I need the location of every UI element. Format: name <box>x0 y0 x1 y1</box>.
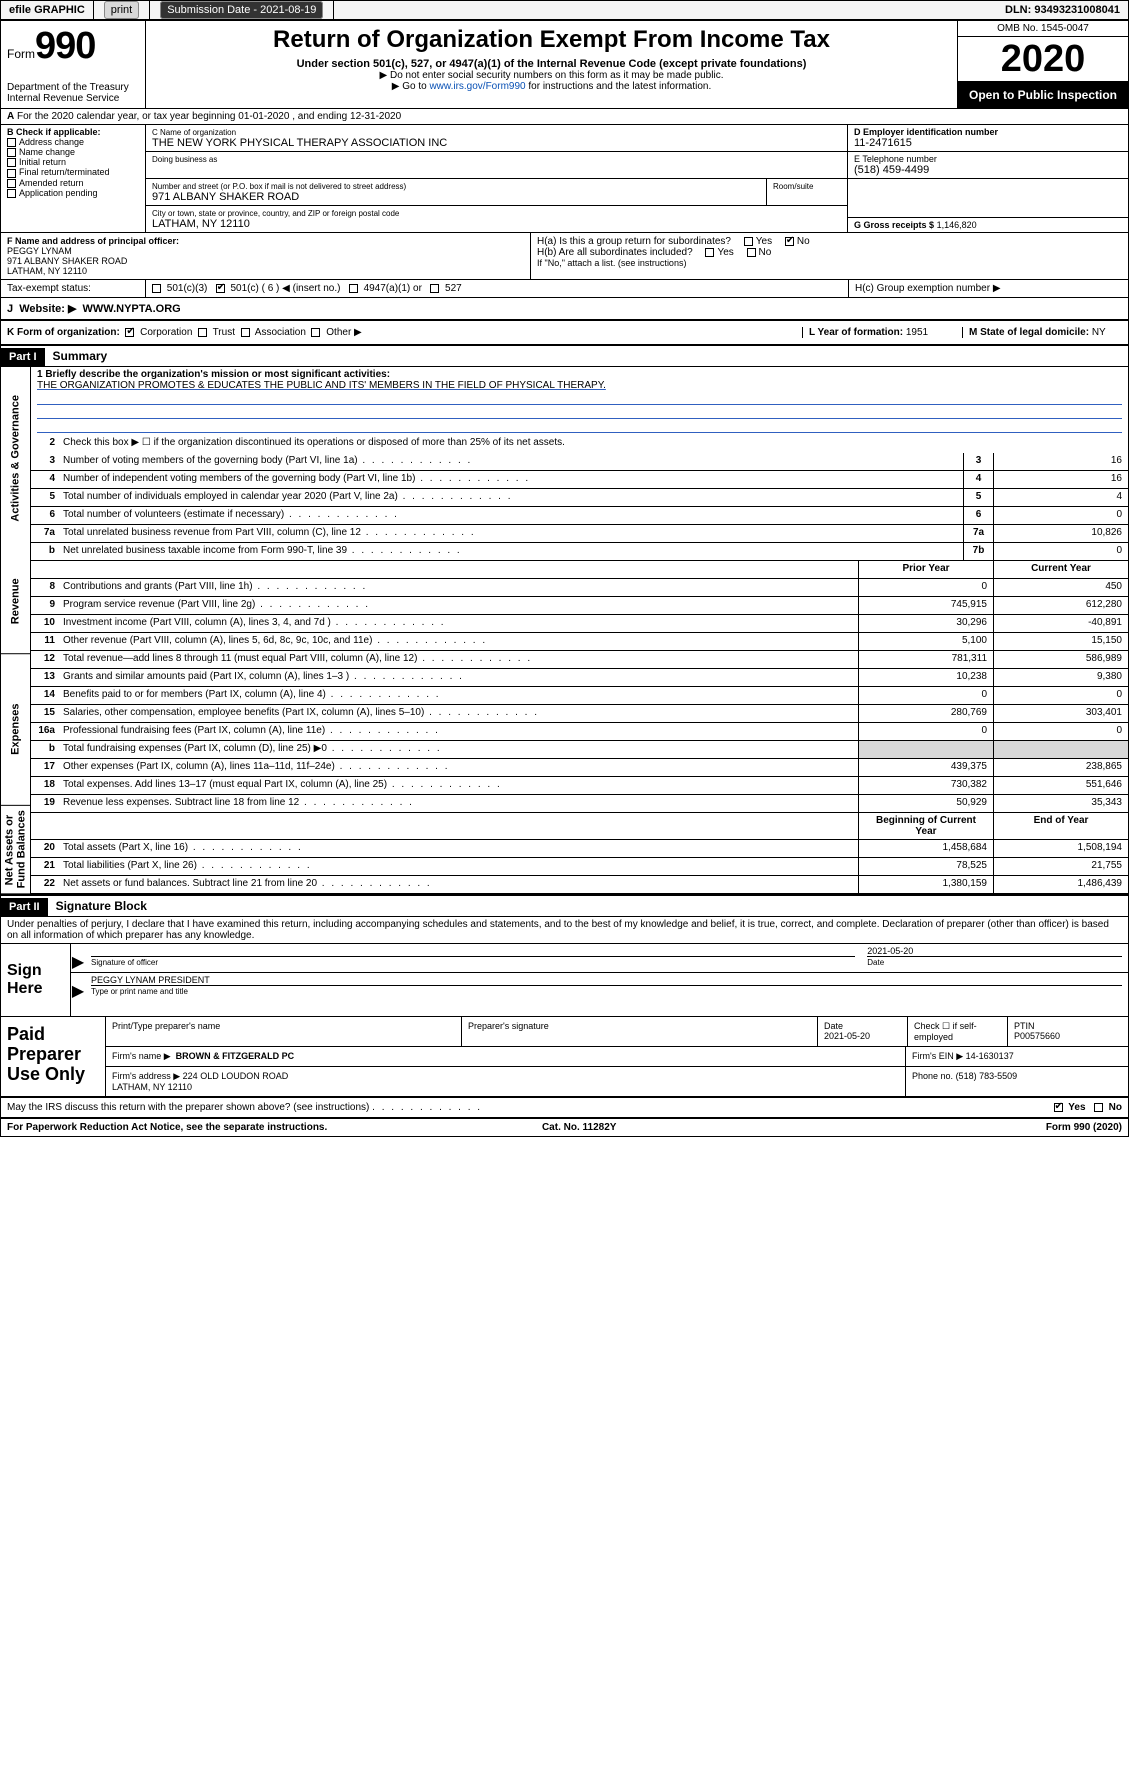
sig-arrow-icon: ▶ <box>71 944 85 972</box>
perjury-text: Under penalties of perjury, I declare th… <box>1 917 1128 944</box>
sign-here-block: Sign Here ▶ Signature of officer 2021-05… <box>1 944 1128 1017</box>
summary-line: 16aProfessional fundraising fees (Part I… <box>31 723 1128 741</box>
summary-line: 7aTotal unrelated business revenue from … <box>31 525 1128 543</box>
cb-hb-no[interactable] <box>747 248 756 257</box>
cb-initial-return[interactable] <box>7 158 16 167</box>
omb-number: OMB No. 1545-0047 <box>958 21 1128 37</box>
summary-line: 15Salaries, other compensation, employee… <box>31 705 1128 723</box>
discuss-row: May the IRS discuss this return with the… <box>1 1097 1128 1119</box>
section-b-checkboxes: B Check if applicable: Address change Na… <box>1 125 146 232</box>
cb-assoc[interactable] <box>241 328 250 337</box>
cb-4947[interactable] <box>349 284 358 293</box>
summary-line: 21Total liabilities (Part X, line 26)78,… <box>31 858 1128 876</box>
goto-note: ▶ Go to www.irs.gov/Form990 for instruct… <box>152 81 951 92</box>
cb-other[interactable] <box>311 328 320 337</box>
section-d-g: D Employer identification number11-24716… <box>848 125 1128 232</box>
tax-year-line: A For the 2020 calendar year, or tax yea… <box>1 109 1128 125</box>
irs-link[interactable]: www.irs.gov/Form990 <box>429 81 525 92</box>
tax-year: 2020 <box>958 37 1128 82</box>
part2-header: Part IISignature Block <box>1 896 1128 917</box>
summary-line: bNet unrelated business taxable income f… <box>31 543 1128 561</box>
cb-trust[interactable] <box>198 328 207 337</box>
efile-label: efile GRAPHIC <box>1 1 94 19</box>
summary-line: 20Total assets (Part X, line 16)1,458,68… <box>31 840 1128 858</box>
cb-hb-yes[interactable] <box>705 248 714 257</box>
net-header: Beginning of Current Year End of Year <box>31 813 1128 840</box>
print-button[interactable]: print <box>104 1 139 19</box>
summary-sidebar: Activities & Governance Revenue Expenses… <box>1 367 31 894</box>
form-number: Form990 <box>7 25 139 68</box>
submission-date-button[interactable]: Submission Date - 2021-08-19 <box>160 1 323 19</box>
cb-corp[interactable] <box>125 328 134 337</box>
cb-527[interactable] <box>430 284 439 293</box>
form-subtitle: Under section 501(c), 527, or 4947(a)(1)… <box>152 58 951 70</box>
summary-line: 9Program service revenue (Part VIII, lin… <box>31 597 1128 615</box>
part1-header: Part ISummary <box>1 346 1128 367</box>
summary-line: 8Contributions and grants (Part VIII, li… <box>31 579 1128 597</box>
entity-block: B Check if applicable: Address change Na… <box>1 125 1128 233</box>
form-org-row: K Form of organization: Corporation Trus… <box>1 321 1128 346</box>
cb-501c3[interactable] <box>152 284 161 293</box>
ssn-note: ▶ Do not enter social security numbers o… <box>152 70 951 81</box>
summary-line: bTotal fundraising expenses (Part IX, co… <box>31 741 1128 759</box>
summary-line: 5Total number of individuals employed in… <box>31 489 1128 507</box>
form-footer: For Paperwork Reduction Act Notice, see … <box>1 1119 1128 1136</box>
dept-label: Department of the Treasury Internal Reve… <box>7 82 139 104</box>
cb-ha-no[interactable] <box>785 237 794 246</box>
sig-arrow-icon: ▶ <box>71 973 85 1001</box>
summary-line: 6Total number of volunteers (estimate if… <box>31 507 1128 525</box>
cb-ha-yes[interactable] <box>744 237 753 246</box>
form-title: Return of Organization Exempt From Incom… <box>152 26 951 54</box>
form-header: Form990 Department of the Treasury Inter… <box>1 21 1128 109</box>
summary-line: 10Investment income (Part VIII, column (… <box>31 615 1128 633</box>
officer-row: F Name and address of principal officer:… <box>1 233 1128 280</box>
summary-line: 13Grants and similar amounts paid (Part … <box>31 669 1128 687</box>
tax-exempt-row: Tax-exempt status: 501(c)(3) 501(c) ( 6 … <box>1 280 1128 298</box>
summary-line: 4Number of independent voting members of… <box>31 471 1128 489</box>
cb-amended-return[interactable] <box>7 179 16 188</box>
summary-line: 12Total revenue—add lines 8 through 11 (… <box>31 651 1128 669</box>
form-container: Form990 Department of the Treasury Inter… <box>0 20 1129 1137</box>
summary-line: 11Other revenue (Part VIII, column (A), … <box>31 633 1128 651</box>
summary-line: 14Benefits paid to or for members (Part … <box>31 687 1128 705</box>
cb-501c[interactable] <box>216 284 225 293</box>
cb-discuss-no[interactable] <box>1094 1103 1103 1112</box>
section-c-name: C Name of organizationTHE NEW YORK PHYSI… <box>146 125 848 232</box>
cb-name-change[interactable] <box>7 148 16 157</box>
dln-label: DLN: 93493231008041 <box>997 1 1128 19</box>
part1-body: Activities & Governance Revenue Expenses… <box>1 367 1128 896</box>
website-row: J Website: ▶ WWW.NYPTA.ORG <box>1 298 1128 321</box>
open-inspection: Open to Public Inspection <box>958 82 1128 108</box>
mission-block: 1 Briefly describe the organization's mi… <box>31 367 1128 435</box>
cb-address-change[interactable] <box>7 138 16 147</box>
summary-line: 3Number of voting members of the governi… <box>31 453 1128 471</box>
hc-group-exemption: H(c) Group exemption number ▶ <box>848 280 1128 297</box>
cb-final-return[interactable] <box>7 169 16 178</box>
paid-preparer-block: Paid Preparer Use Only Print/Type prepar… <box>1 1017 1128 1097</box>
summary-line: 19Revenue less expenses. Subtract line 1… <box>31 795 1128 813</box>
cb-discuss-yes[interactable] <box>1054 1103 1063 1112</box>
summary-line: 18Total expenses. Add lines 13–17 (must … <box>31 777 1128 795</box>
summary-line: 22Net assets or fund balances. Subtract … <box>31 876 1128 894</box>
cb-application-pending[interactable] <box>7 189 16 198</box>
rev-header: Prior Year Current Year <box>31 561 1128 579</box>
top-toolbar: efile GRAPHIC print Submission Date - 20… <box>0 0 1129 20</box>
summary-line: 17Other expenses (Part IX, column (A), l… <box>31 759 1128 777</box>
